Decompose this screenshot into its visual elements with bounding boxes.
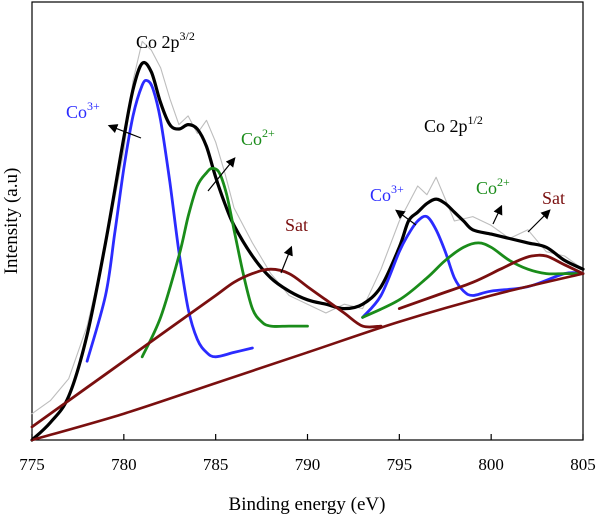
annotation-co2-a: Co2+ — [241, 126, 275, 149]
series-line-sat-2p32 — [30, 267, 383, 429]
series-layer — [30, 40, 585, 442]
pointer-arrow — [527, 209, 551, 233]
pointer-arrow — [207, 157, 236, 192]
annotation-sat-b: Sat — [542, 188, 565, 208]
pointer-arrow — [395, 209, 417, 226]
tick-layer: 775 780 785 790 795 800 805 — [19, 434, 596, 474]
pointer-arrow — [280, 245, 293, 274]
pointer-arrow — [492, 204, 503, 225]
series-line-co2-2p32 — [140, 167, 309, 359]
x-tick-label: 795 — [387, 455, 413, 474]
series-line-baseline — [30, 272, 585, 442]
x-tick-label: 790 — [295, 455, 321, 474]
annotation-co2-b: Co2+ — [476, 175, 510, 198]
y-axis-title: Intensity (a.u) — [1, 168, 22, 275]
annotation-sat-a: Sat — [285, 215, 308, 235]
annotation-layer: Co 2p3/2 Co 2p1/2 Co3+ Co2+ Sat Co3+ Co2+ Sat — [66, 29, 565, 274]
annotation-co2p12: Co 2p1/2 — [424, 113, 483, 136]
annotation-co3-b: Co3+ — [370, 182, 404, 205]
annotation-co3-a: Co3+ — [66, 99, 100, 122]
annotation-co2p32: Co 2p3/2 — [136, 29, 195, 52]
x-tick-label: 805 — [570, 455, 596, 474]
x-axis-title: Binding energy (eV) — [229, 494, 386, 515]
pointer-arrow — [107, 124, 142, 139]
series-line-sat-2p12 — [397, 253, 585, 310]
x-tick-label: 800 — [478, 455, 504, 474]
x-tick-label: 780 — [111, 455, 137, 474]
x-tick-label: 785 — [203, 455, 229, 474]
series-line-envelope — [30, 60, 585, 442]
x-tick-label: 775 — [19, 455, 45, 474]
series-line-co3-2p32 — [85, 78, 254, 363]
series-line-co2-2p12 — [361, 241, 585, 319]
